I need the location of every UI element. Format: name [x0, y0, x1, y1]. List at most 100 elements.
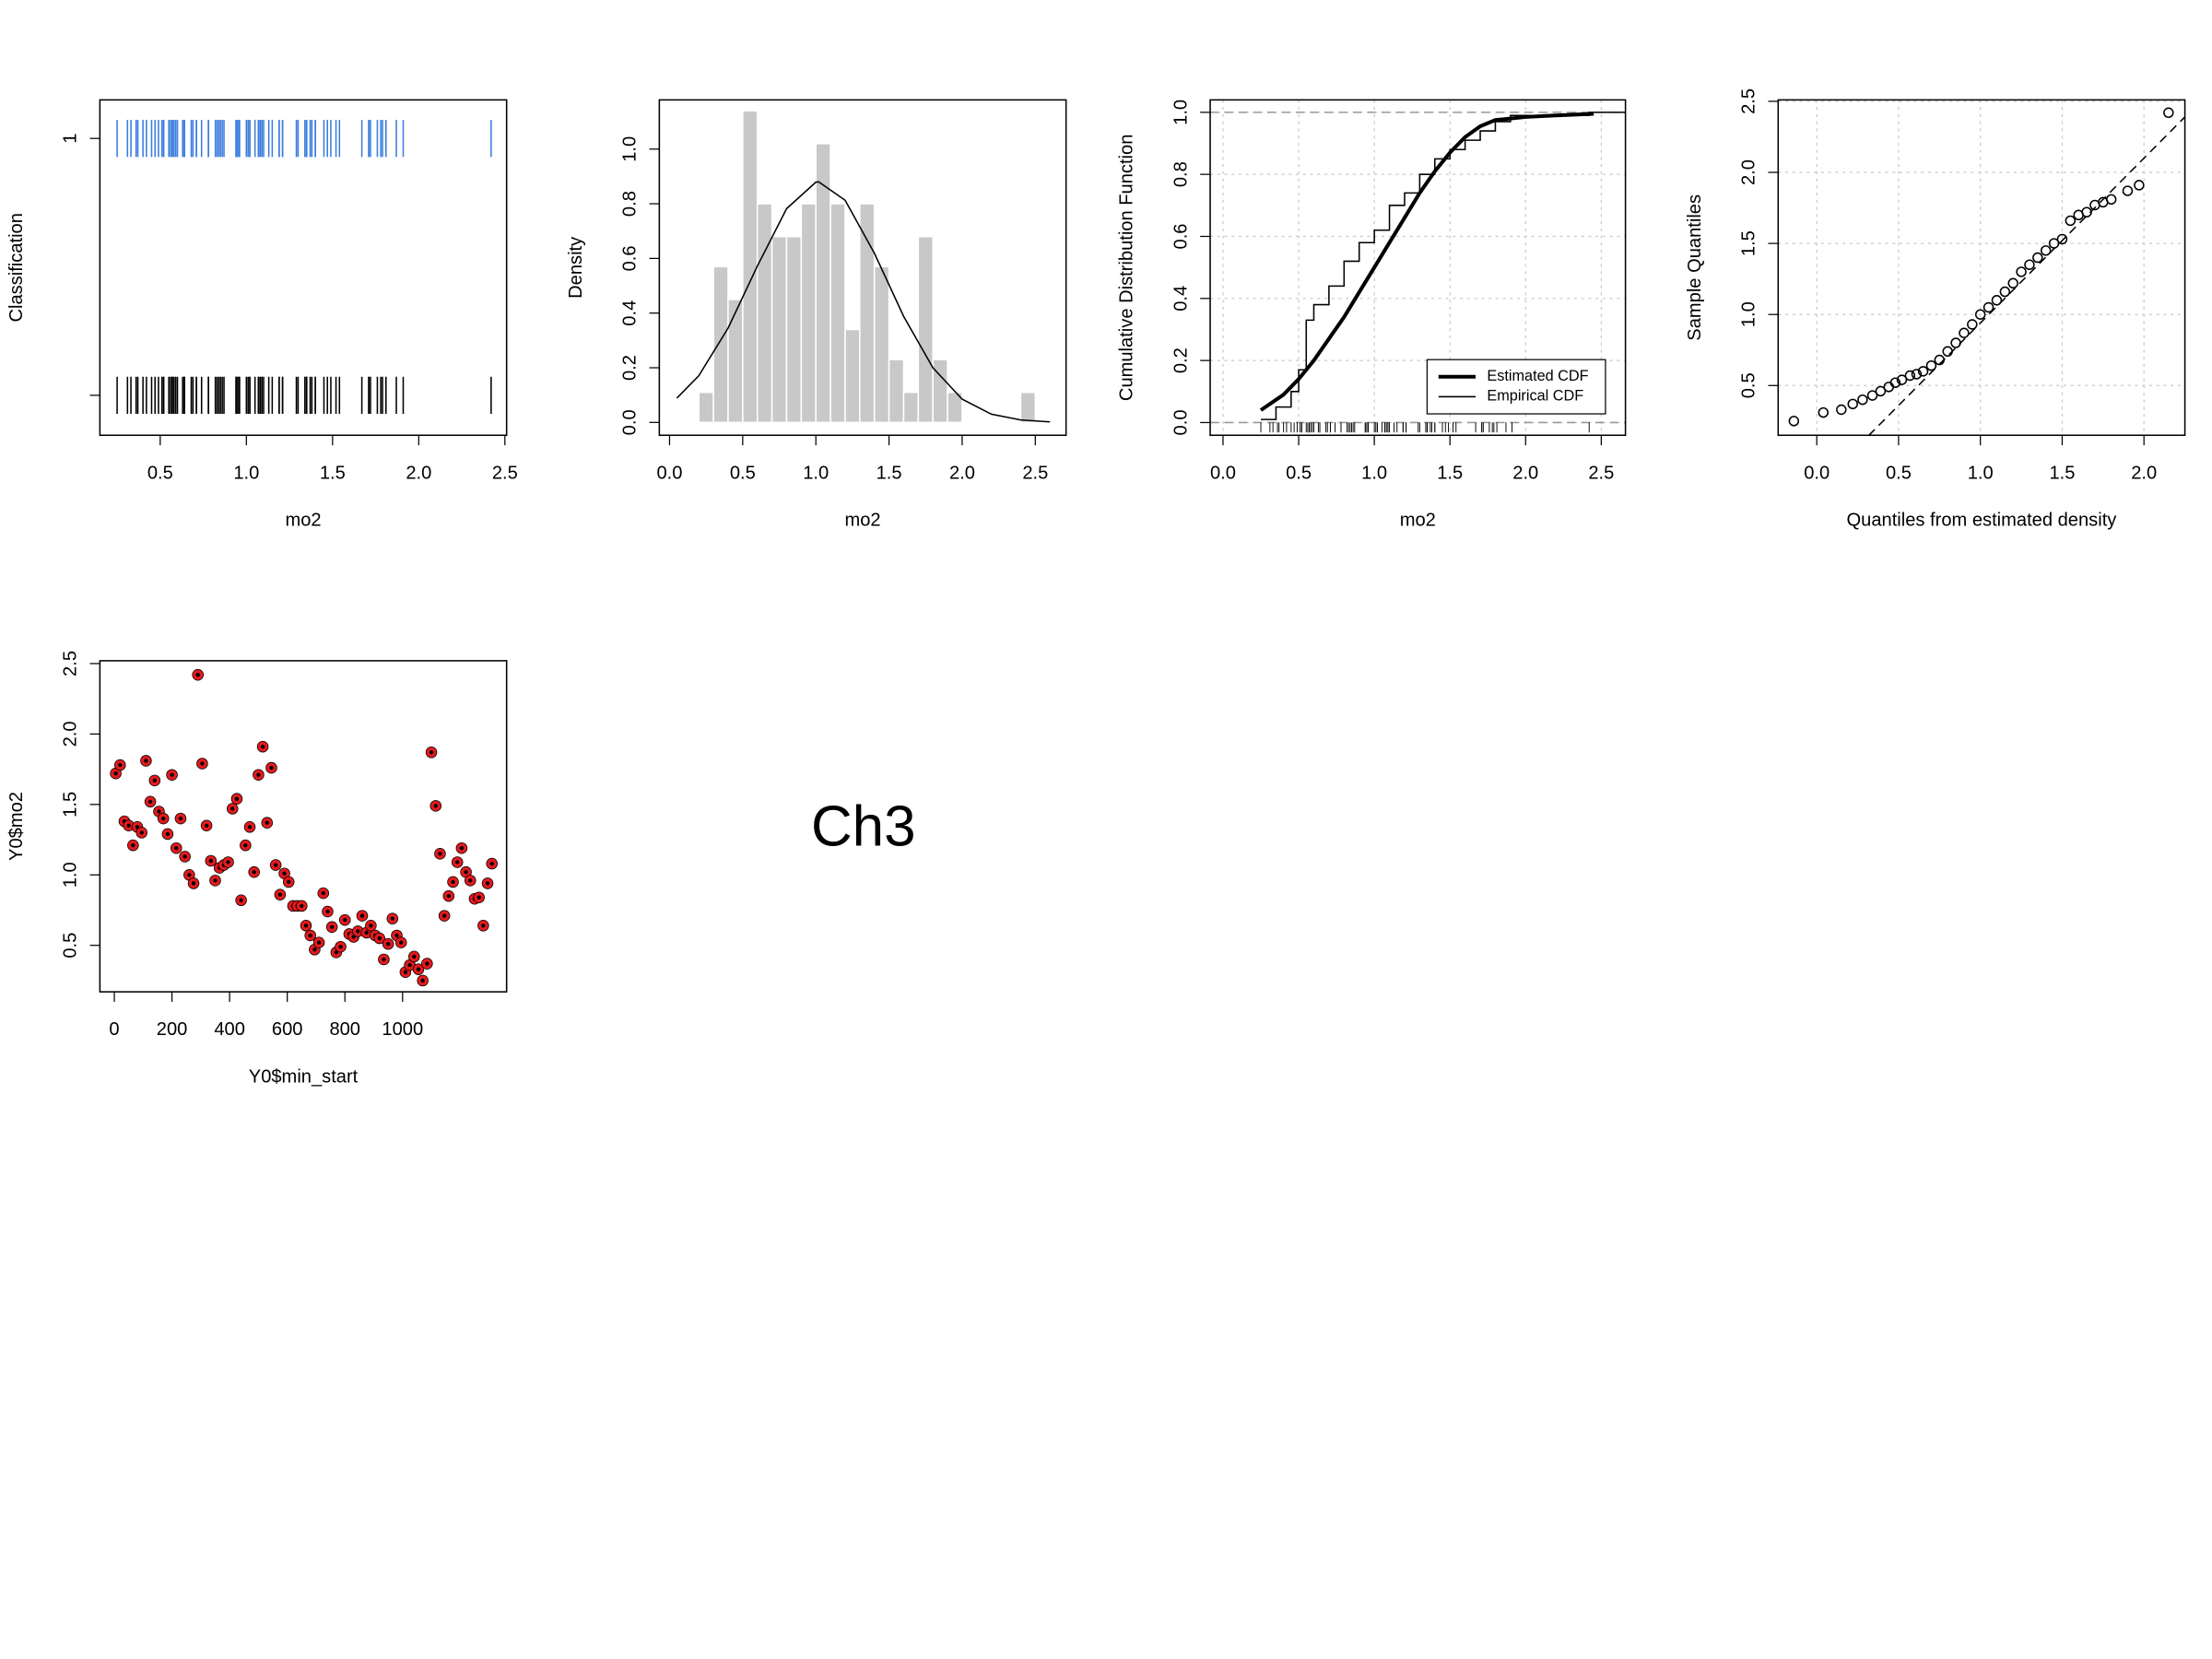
- qq-point: [1942, 346, 1953, 358]
- y-tick-label: 0.6: [620, 245, 641, 271]
- point-center: [468, 878, 473, 883]
- plot-frame: [1777, 99, 2186, 437]
- point-center: [446, 894, 451, 899]
- cdf-line: [1259, 112, 1594, 412]
- bar: [1019, 391, 1037, 424]
- plot-frame: [658, 99, 1067, 437]
- bar: [859, 203, 876, 424]
- point-center: [425, 961, 429, 966]
- point-center: [325, 909, 330, 914]
- point-center: [303, 924, 309, 928]
- point-center: [390, 916, 394, 921]
- bar: [932, 359, 948, 424]
- qq-point: [1836, 404, 1847, 416]
- qq-point: [2105, 194, 2117, 206]
- qq-point: [2048, 238, 2060, 249]
- x-tick-label: 0.5: [147, 463, 173, 483]
- point-center: [282, 871, 287, 876]
- y-tick-label: 1.5: [1739, 230, 1759, 256]
- y-axis-title: Cumulative Distribution Function: [1117, 135, 1137, 401]
- x-tick-label: 1.5: [1437, 463, 1463, 483]
- point-center: [343, 918, 347, 923]
- plot-frame: [99, 660, 508, 993]
- point-center: [412, 954, 417, 959]
- point-center: [481, 924, 486, 928]
- x-tick-label: 2.0: [949, 463, 975, 483]
- x-tick-label: 1.5: [2049, 463, 2075, 483]
- qq-point: [2122, 185, 2134, 196]
- y-tick-label: 1.5: [61, 792, 81, 818]
- point-center: [243, 842, 248, 848]
- qq-point: [1875, 385, 1887, 397]
- y-tick-label: 2.5: [61, 651, 81, 677]
- point-center: [265, 820, 269, 825]
- bar: [888, 359, 905, 424]
- bar: [873, 265, 890, 424]
- x-tick-label: 800: [329, 1019, 360, 1040]
- x-axis-title: mo2: [1400, 510, 1436, 530]
- point-center: [403, 970, 408, 974]
- qq-point: [2081, 206, 2092, 218]
- bar: [742, 110, 759, 424]
- x-tick-label: 2.0: [1512, 463, 1538, 483]
- point-center: [208, 858, 213, 864]
- point-center: [438, 852, 442, 856]
- x-tick-label: 0.5: [730, 463, 756, 483]
- point-center: [269, 765, 274, 771]
- point-center: [157, 809, 161, 814]
- point-center: [464, 870, 468, 875]
- point-center: [113, 771, 118, 776]
- point-center: [369, 924, 373, 928]
- x-tick-label: 400: [214, 1019, 245, 1040]
- qq-point: [1866, 390, 1878, 401]
- plot-frame: [1209, 99, 1627, 437]
- legend-box: [1426, 359, 1606, 415]
- qq-point: [2024, 259, 2035, 270]
- qq-point: [2016, 266, 2027, 277]
- x-tick-label: 0.0: [1210, 463, 1236, 483]
- qq-point: [1925, 359, 1937, 371]
- y-tick-label: 0.4: [620, 300, 641, 326]
- y-tick-label: 0.8: [620, 191, 641, 217]
- bar: [902, 391, 920, 424]
- qq-point: [1911, 369, 1923, 380]
- point-center: [273, 863, 278, 867]
- legend-label: Estimated CDF: [1487, 368, 1588, 384]
- y-axis-title: Density: [566, 236, 586, 299]
- qq-point: [1959, 327, 1970, 338]
- x-tick-label: 1.5: [320, 463, 346, 483]
- y-tick-label: 0.4: [1171, 286, 1191, 312]
- qq-point: [2134, 180, 2145, 191]
- point-center: [144, 759, 148, 763]
- point-center: [359, 913, 365, 918]
- bar: [698, 391, 714, 424]
- reference-line: [1867, 116, 2185, 436]
- x-tick-label: 0.0: [656, 463, 682, 483]
- point-center: [139, 830, 144, 835]
- qq-point: [1904, 370, 1916, 382]
- point-center: [321, 890, 325, 896]
- point-center: [385, 941, 391, 947]
- x-tick-label: 2.5: [1588, 463, 1614, 483]
- point-center: [239, 898, 243, 902]
- qq-point: [1974, 309, 1986, 320]
- point-center: [152, 778, 157, 783]
- x-tick-label: 1.0: [1361, 463, 1387, 483]
- y-tick-label: 0.0: [1171, 409, 1191, 435]
- x-tick-label: 600: [272, 1019, 303, 1040]
- qq-point: [1818, 406, 1830, 418]
- y-tick-label: 2.0: [1739, 159, 1759, 185]
- x-tick-label: 0.5: [1286, 463, 1312, 483]
- qq-point: [1847, 398, 1858, 410]
- point-center: [178, 816, 183, 821]
- point-center: [230, 806, 235, 811]
- point-center: [287, 879, 291, 885]
- point-center: [329, 924, 335, 929]
- point-center: [161, 816, 166, 821]
- point-center: [485, 881, 490, 886]
- bar: [800, 203, 817, 424]
- point-center: [451, 879, 455, 885]
- x-tick-label: 1.5: [877, 463, 902, 483]
- point-center: [170, 772, 174, 777]
- bar: [756, 203, 773, 424]
